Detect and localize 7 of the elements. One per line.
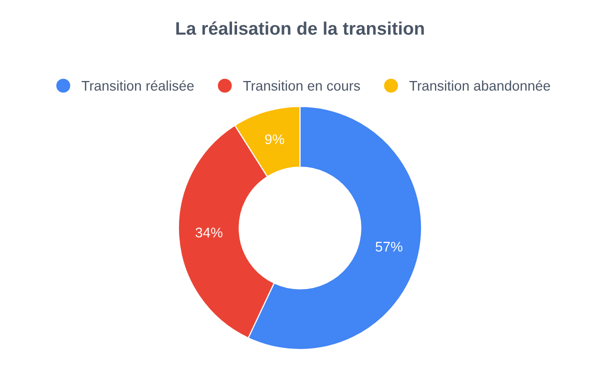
chart-title: La réalisation de la transition bbox=[176, 21, 424, 35]
data-label: 57% bbox=[376, 242, 402, 252]
legend-label: Transition réalisée bbox=[82, 80, 194, 91]
legend-label: Transition abandonnée bbox=[409, 80, 550, 91]
legend-label: Transition en cours bbox=[243, 80, 360, 91]
data-label: 9% bbox=[265, 134, 284, 144]
data-label: 34% bbox=[196, 228, 222, 238]
